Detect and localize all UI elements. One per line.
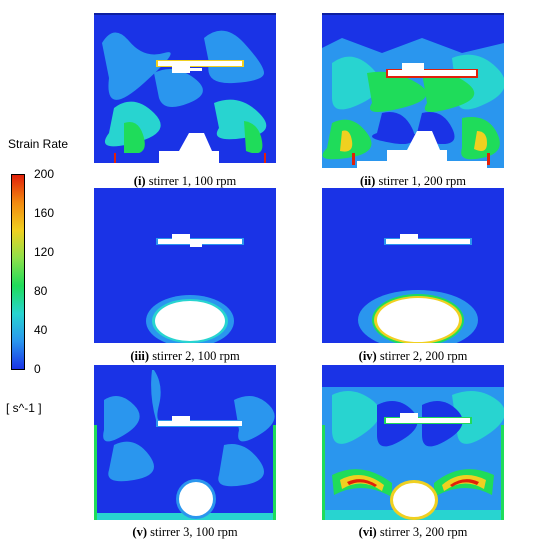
contour-panel-stirrer3-100rpm	[94, 365, 276, 520]
tick-label-120: 120	[34, 245, 55, 259]
caption-label: stirrer 1, 100 rpm	[148, 174, 237, 188]
caption-label: stirrer 1, 200 rpm	[378, 174, 466, 188]
caption-label: stirrer 2, 200 rpm	[379, 349, 468, 363]
contour-panel-stirrer2-100rpm	[94, 188, 276, 343]
contour-panel-stirrer3-200rpm	[322, 365, 504, 520]
tick-label-40: 40	[34, 323, 48, 337]
tick-label-80: 80	[34, 284, 48, 298]
contour-panel-stirrer1-100rpm	[94, 13, 276, 168]
tick-label-160: 160	[34, 206, 55, 220]
caption-tag: (iv)	[358, 349, 377, 363]
caption-panel-3: (iii) stirrer 2, 100 rpm	[75, 349, 295, 364]
caption-label: stirrer 2, 100 rpm	[152, 349, 240, 363]
caption-tag: (v)	[132, 525, 147, 539]
caption-tag: (iii)	[130, 349, 150, 363]
tick-label-0: 0	[34, 362, 41, 376]
caption-panel-1: (i) stirrer 1, 100 rpm	[75, 174, 295, 189]
caption-tag: (vi)	[358, 525, 377, 539]
legend-unit: [ s^-1 ]	[6, 401, 42, 415]
legend-title: Strain Rate	[8, 137, 69, 151]
tick-label-200: 200	[34, 167, 55, 181]
caption-tag: (i)	[133, 174, 146, 188]
contour-panel-stirrer1-200rpm	[322, 13, 504, 168]
caption-panel-5: (v) stirrer 3, 100 rpm	[75, 525, 295, 540]
caption-panel-6: (vi) stirrer 3, 200 rpm	[303, 525, 523, 540]
contour-panel-stirrer2-200rpm	[322, 188, 504, 343]
caption-panel-4: (iv) stirrer 2, 200 rpm	[303, 349, 523, 364]
caption-panel-2: (ii) stirrer 1, 200 rpm	[303, 174, 523, 189]
caption-tag: (ii)	[360, 174, 376, 188]
colorbar	[11, 174, 25, 370]
caption-label: stirrer 3, 100 rpm	[150, 525, 238, 539]
caption-label: stirrer 3, 200 rpm	[379, 525, 468, 539]
